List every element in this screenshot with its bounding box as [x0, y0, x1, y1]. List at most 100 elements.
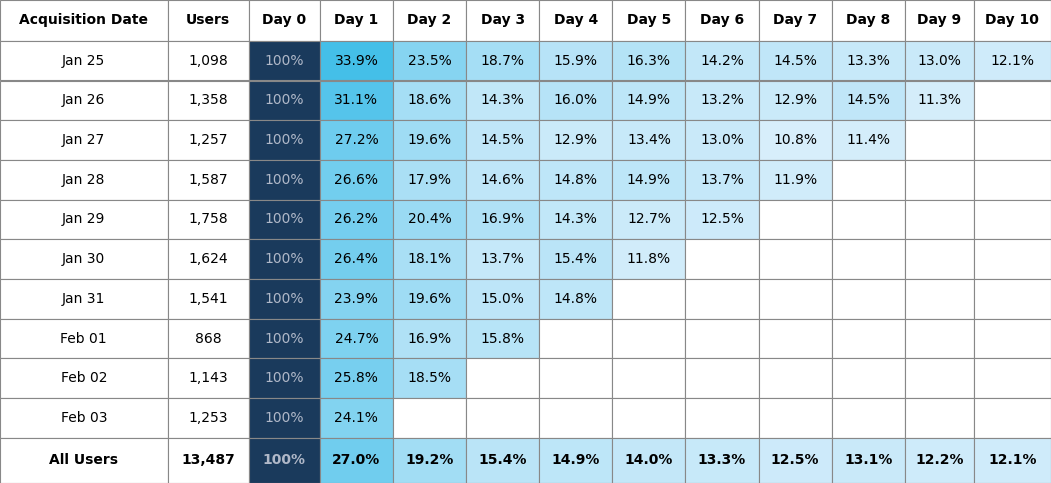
Bar — [685, 438, 759, 483]
Text: 24.1%: 24.1% — [334, 411, 378, 425]
Bar — [613, 160, 685, 199]
Text: 13.2%: 13.2% — [700, 93, 744, 107]
Text: 18.5%: 18.5% — [408, 371, 452, 385]
Bar — [539, 438, 613, 483]
Bar — [905, 358, 974, 398]
Text: 16.9%: 16.9% — [408, 332, 452, 346]
Bar — [974, 81, 1051, 120]
Bar — [320, 160, 393, 199]
Bar — [974, 160, 1051, 199]
Text: Day 6: Day 6 — [700, 14, 744, 28]
Bar — [613, 41, 685, 81]
Text: 12.2%: 12.2% — [915, 454, 964, 468]
Bar — [539, 240, 613, 279]
Text: 11.4%: 11.4% — [846, 133, 890, 147]
Text: 14.3%: 14.3% — [480, 93, 524, 107]
Text: Day 7: Day 7 — [774, 14, 818, 28]
Text: Jan 26: Jan 26 — [62, 93, 105, 107]
Text: 15.4%: 15.4% — [478, 454, 527, 468]
Text: Day 8: Day 8 — [846, 14, 890, 28]
Bar — [759, 319, 831, 358]
Bar — [167, 279, 249, 319]
Text: 1,358: 1,358 — [188, 93, 228, 107]
Text: 19.2%: 19.2% — [406, 454, 454, 468]
Bar — [0, 41, 167, 81]
Bar — [613, 319, 685, 358]
Bar — [249, 199, 320, 240]
Bar — [539, 319, 613, 358]
Bar — [613, 81, 685, 120]
Bar — [759, 279, 831, 319]
Bar — [613, 438, 685, 483]
Bar — [759, 120, 831, 160]
Text: Jan 30: Jan 30 — [62, 252, 105, 266]
Bar — [466, 120, 539, 160]
Text: 12.5%: 12.5% — [700, 213, 744, 227]
Bar — [393, 199, 466, 240]
Bar — [249, 398, 320, 438]
Text: Jan 29: Jan 29 — [62, 213, 105, 227]
Text: 18.1%: 18.1% — [408, 252, 452, 266]
Text: 27.2%: 27.2% — [334, 133, 378, 147]
Bar — [905, 0, 974, 41]
Bar — [167, 358, 249, 398]
Bar — [974, 120, 1051, 160]
Text: Day 4: Day 4 — [554, 14, 598, 28]
Text: 100%: 100% — [265, 54, 304, 68]
Bar — [759, 0, 831, 41]
Bar — [613, 358, 685, 398]
Text: 27.0%: 27.0% — [332, 454, 380, 468]
Text: 14.9%: 14.9% — [626, 173, 671, 187]
Text: 15.4%: 15.4% — [554, 252, 598, 266]
Text: 868: 868 — [194, 332, 222, 346]
Text: 11.9%: 11.9% — [774, 173, 818, 187]
Bar — [759, 41, 831, 81]
Bar — [466, 240, 539, 279]
Bar — [685, 0, 759, 41]
Text: Feb 03: Feb 03 — [61, 411, 107, 425]
Text: 17.9%: 17.9% — [408, 173, 452, 187]
Bar — [974, 0, 1051, 41]
Text: 33.9%: 33.9% — [334, 54, 378, 68]
Text: 16.3%: 16.3% — [626, 54, 671, 68]
Bar — [685, 120, 759, 160]
Text: 14.2%: 14.2% — [700, 54, 744, 68]
Bar — [831, 160, 905, 199]
Text: 15.8%: 15.8% — [480, 332, 524, 346]
Text: 14.5%: 14.5% — [846, 93, 890, 107]
Bar — [167, 319, 249, 358]
Text: 100%: 100% — [265, 371, 304, 385]
Bar — [466, 398, 539, 438]
Bar — [613, 199, 685, 240]
Bar — [249, 41, 320, 81]
Text: 100%: 100% — [265, 173, 304, 187]
Bar — [393, 41, 466, 81]
Bar — [831, 0, 905, 41]
Text: Acquisition Date: Acquisition Date — [19, 14, 148, 28]
Text: 1,143: 1,143 — [188, 371, 228, 385]
Bar — [539, 398, 613, 438]
Bar — [393, 279, 466, 319]
Bar — [320, 199, 393, 240]
Bar — [167, 120, 249, 160]
Bar — [539, 199, 613, 240]
Bar — [905, 199, 974, 240]
Bar — [0, 160, 167, 199]
Bar — [905, 279, 974, 319]
Bar — [466, 438, 539, 483]
Bar — [320, 358, 393, 398]
Text: Jan 27: Jan 27 — [62, 133, 105, 147]
Bar — [759, 240, 831, 279]
Text: 100%: 100% — [265, 252, 304, 266]
Bar — [974, 279, 1051, 319]
Bar — [831, 279, 905, 319]
Text: 13.7%: 13.7% — [700, 173, 744, 187]
Bar — [393, 438, 466, 483]
Bar — [0, 398, 167, 438]
Bar — [249, 240, 320, 279]
Bar — [466, 81, 539, 120]
Text: 14.0%: 14.0% — [624, 454, 673, 468]
Bar — [466, 319, 539, 358]
Text: 12.1%: 12.1% — [988, 454, 1036, 468]
Bar — [974, 319, 1051, 358]
